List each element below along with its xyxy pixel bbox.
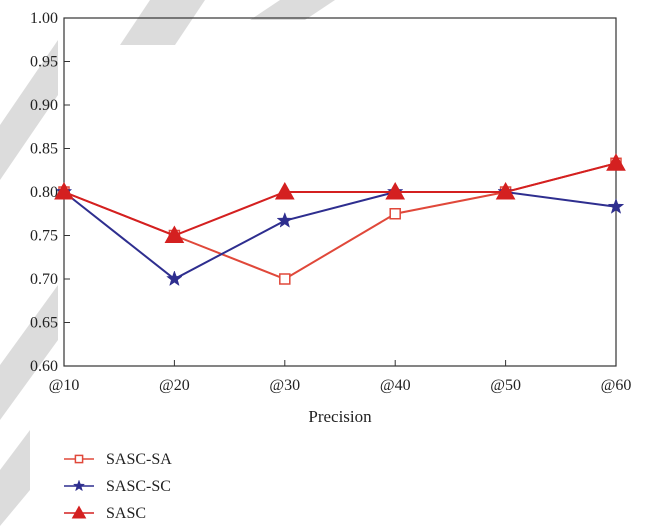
x-tick-label: @20 <box>159 377 190 394</box>
legend: SASC-SA SASC-SC SASC <box>64 451 172 522</box>
data-point <box>276 211 294 228</box>
legend-swatch-marker <box>72 479 86 492</box>
data-point <box>54 181 74 200</box>
y-tick-label: 0.85 <box>30 141 58 158</box>
legend-item: SASC <box>64 505 146 522</box>
legend-label: SASC-SC <box>106 478 171 495</box>
x-tick-label: @60 <box>601 377 632 394</box>
series-line <box>63 162 617 237</box>
y-tick-label: 0.75 <box>30 228 58 245</box>
data-point <box>385 181 406 200</box>
x-tick-label: @50 <box>490 377 521 394</box>
series-sasc-sc <box>55 183 625 287</box>
legend-swatch-marker <box>71 505 87 519</box>
data-point <box>389 208 401 220</box>
y-tick-label: 1.00 <box>30 10 58 27</box>
x-tick-label: @10 <box>49 377 80 394</box>
series-sasc <box>54 153 626 244</box>
y-tick-label: 0.95 <box>30 54 58 71</box>
data-point <box>274 181 295 200</box>
data-point <box>164 225 185 244</box>
legend-item: SASC-SC <box>64 478 171 495</box>
watermark <box>0 0 335 526</box>
y-axis: 0.60 0.65 0.70 0.75 0.80 0.85 0.90 0.95 1.00 <box>30 10 70 375</box>
legend-label: SASC-SA <box>106 451 172 468</box>
series-line <box>63 191 617 281</box>
data-point <box>166 270 183 287</box>
data-point <box>606 153 626 171</box>
y-tick-label: 0.80 <box>30 184 58 201</box>
series-sasc-sa <box>58 157 622 285</box>
data-point <box>495 181 516 200</box>
legend-item: SASC-SA <box>64 451 172 468</box>
data-point <box>279 273 291 285</box>
x-tick-label: @30 <box>269 377 300 394</box>
legend-swatch-marker <box>74 454 84 464</box>
x-tick-label: @40 <box>380 377 411 394</box>
x-axis-title: Precision <box>308 407 372 426</box>
legend-label: SASC <box>106 505 146 522</box>
series-layer <box>54 153 626 287</box>
series-line <box>63 162 617 281</box>
y-tick-label: 0.90 <box>30 97 58 114</box>
data-point <box>607 198 625 214</box>
y-tick-label: 0.65 <box>30 315 58 332</box>
y-tick-label: 0.70 <box>30 271 58 288</box>
y-tick-label: 0.60 <box>30 358 58 375</box>
x-axis: @10 @20 @30 @40 @50 @60 <box>49 360 632 394</box>
